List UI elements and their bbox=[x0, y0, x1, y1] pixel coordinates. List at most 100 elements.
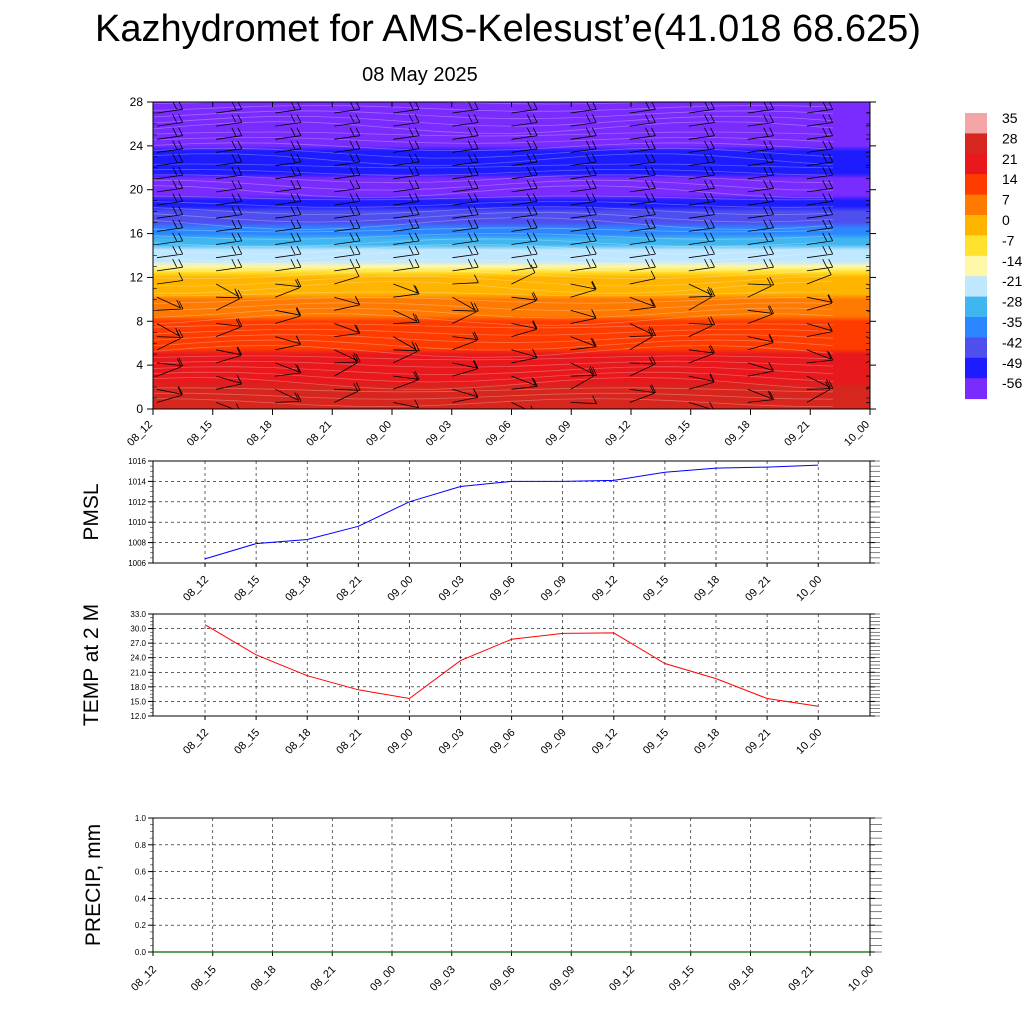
wind-barb bbox=[629, 245, 656, 259]
wind-barb bbox=[216, 289, 243, 299]
x-tick-label: 09_03 bbox=[437, 574, 467, 604]
wind-barb bbox=[452, 303, 479, 312]
x-tick-label: 09_15 bbox=[667, 964, 697, 994]
x-tick-label: 08_21 bbox=[334, 727, 364, 757]
colorbar-swatch bbox=[965, 296, 987, 318]
wind-barb bbox=[216, 259, 243, 272]
y-tick-label: 1014 bbox=[128, 477, 146, 486]
wind-barb bbox=[275, 219, 302, 232]
wind-barb bbox=[334, 114, 361, 127]
wind-barb bbox=[156, 296, 181, 309]
wind-barb bbox=[688, 344, 715, 354]
wind-barb bbox=[393, 371, 420, 380]
colorbar-label: -14 bbox=[1002, 253, 1022, 269]
y-tick-label: 1012 bbox=[128, 498, 146, 507]
wind-barb bbox=[334, 349, 359, 362]
colorbar-label: 14 bbox=[1002, 171, 1018, 187]
wind-barb bbox=[393, 232, 420, 245]
wind-barb bbox=[216, 166, 243, 180]
contour-line bbox=[153, 366, 834, 376]
wind-barb bbox=[570, 245, 597, 259]
wind-barb bbox=[511, 232, 538, 245]
wind-barb bbox=[688, 287, 716, 298]
wind-barb bbox=[511, 320, 538, 329]
wind-barb bbox=[393, 219, 420, 232]
wind-barb bbox=[747, 206, 774, 219]
wind-barb bbox=[747, 362, 774, 371]
wind-barb bbox=[629, 127, 656, 140]
x-tick-label: 09_21 bbox=[786, 964, 816, 994]
wind-barb bbox=[393, 309, 418, 322]
wind-barb bbox=[511, 292, 538, 301]
y-tick-label: 12.0 bbox=[130, 712, 146, 721]
y-axis-label: TEMP at 2 M bbox=[80, 604, 103, 726]
colorbar-label: -7 bbox=[1002, 232, 1015, 248]
wind-barb bbox=[688, 166, 715, 180]
wind-barb bbox=[806, 322, 833, 332]
colorbar-label: 0 bbox=[1002, 212, 1010, 228]
wind-barb bbox=[747, 193, 774, 206]
wind-barb bbox=[452, 331, 479, 341]
wind-barb bbox=[334, 232, 361, 245]
colorbar-swatch bbox=[965, 113, 987, 134]
wind-barb bbox=[216, 318, 243, 327]
x-tick-label: 09_00 bbox=[364, 419, 394, 449]
contour-line bbox=[153, 110, 834, 120]
wind-barb bbox=[275, 153, 302, 166]
wind-barb bbox=[570, 140, 597, 153]
x-tick-label: 09_21 bbox=[743, 727, 773, 757]
y-tick-label: 1006 bbox=[128, 559, 146, 568]
series-line bbox=[204, 464, 819, 560]
colorbar-swatch bbox=[965, 153, 987, 175]
wind-barb bbox=[334, 323, 359, 333]
x-tick-label: 10_00 bbox=[846, 964, 876, 994]
y-tick-label: 15.0 bbox=[130, 697, 146, 706]
colorbar-label: 28 bbox=[1002, 130, 1018, 146]
wind-barb bbox=[570, 193, 597, 206]
wind-barb bbox=[747, 391, 775, 403]
y-tick-label: 0.8 bbox=[135, 841, 147, 850]
wind-barb bbox=[216, 127, 243, 140]
wind-barb bbox=[156, 329, 184, 338]
wind-barb bbox=[570, 338, 597, 351]
wind-barb bbox=[511, 348, 537, 358]
y-tick-label: 4 bbox=[136, 358, 143, 372]
wind-barb bbox=[156, 114, 184, 127]
page-title: Kazhydromet for AMS-Kelesust’e(41.018 68… bbox=[95, 8, 921, 50]
wind-barb bbox=[629, 219, 656, 232]
x-tick-label: 09_00 bbox=[385, 727, 415, 757]
x-tick-label: 10_00 bbox=[842, 419, 872, 449]
contour-line bbox=[153, 163, 834, 169]
wind-barb bbox=[688, 245, 715, 259]
contour-line bbox=[153, 355, 834, 361]
x-tick-label: 09_03 bbox=[428, 964, 458, 994]
x-tick-label: 08_15 bbox=[232, 574, 262, 604]
x-tick-label: 09_21 bbox=[782, 419, 812, 449]
x-tick-label: 08_15 bbox=[189, 964, 219, 994]
x-tick-label: 09_21 bbox=[743, 574, 773, 604]
wind-barb bbox=[216, 102, 243, 114]
x-tick-label: 09_09 bbox=[547, 964, 577, 994]
wind-barb bbox=[275, 102, 302, 114]
x-tick-label: 08_18 bbox=[245, 419, 275, 449]
wind-barb bbox=[570, 219, 597, 232]
colorbar-label: -35 bbox=[1002, 314, 1022, 330]
wind-barb bbox=[747, 245, 774, 259]
wind-barb bbox=[452, 274, 479, 285]
wind-barb bbox=[393, 336, 417, 350]
contour-line bbox=[153, 206, 834, 216]
wind-barb bbox=[629, 193, 656, 206]
contour-line bbox=[153, 153, 834, 167]
wind-barb bbox=[334, 219, 361, 232]
wind-barb bbox=[156, 166, 184, 180]
y-tick-label: 1008 bbox=[128, 539, 146, 548]
wind-barb bbox=[806, 153, 834, 166]
wind-barb bbox=[334, 180, 361, 193]
wind-barb bbox=[511, 180, 538, 193]
wind-barb bbox=[629, 140, 656, 153]
contour-line bbox=[153, 217, 834, 230]
wind-barb bbox=[688, 283, 713, 296]
wind-barb bbox=[452, 114, 479, 127]
wind-barb bbox=[275, 393, 302, 403]
wind-barb bbox=[747, 127, 774, 140]
